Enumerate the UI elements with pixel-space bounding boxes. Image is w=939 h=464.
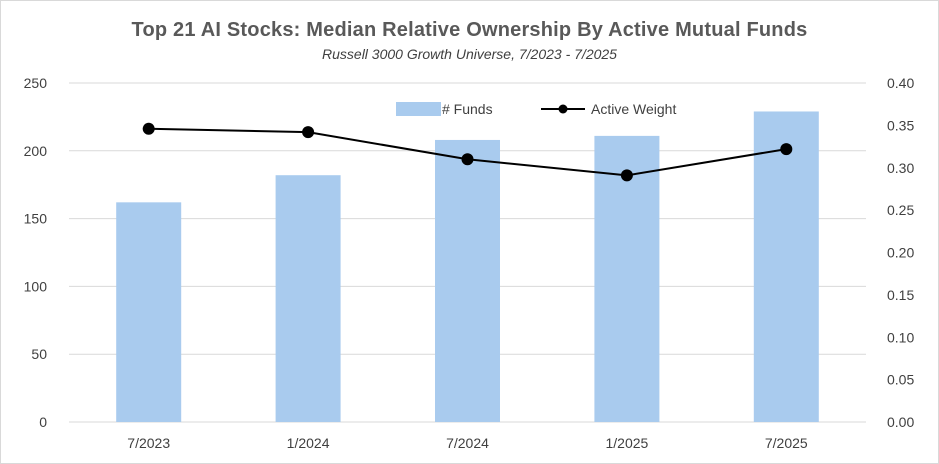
line-point xyxy=(302,126,315,139)
y-right-tick-label: 0.10 xyxy=(887,329,914,345)
y-right-tick-label: 0.35 xyxy=(887,117,914,133)
y-left-tick-label: 0 xyxy=(39,414,47,430)
y-right-tick-label: 0.40 xyxy=(887,75,914,91)
bar xyxy=(753,111,819,422)
x-tick-label: 1/2025 xyxy=(605,435,648,451)
y-right-tick-label: 0.05 xyxy=(887,372,914,388)
bar xyxy=(594,135,660,422)
line-point xyxy=(620,169,633,182)
line-point xyxy=(780,143,793,156)
x-tick-label: 7/2024 xyxy=(446,435,489,451)
x-tick-label: 7/2025 xyxy=(765,435,808,451)
y-right-tick-label: 0.00 xyxy=(887,414,914,430)
y-right-tick-label: 0.20 xyxy=(887,245,914,261)
y-right-tick-label: 0.30 xyxy=(887,160,914,176)
chart-title: Top 21 AI Stocks: Median Relative Owners… xyxy=(131,19,808,41)
legend-funds-swatch xyxy=(396,102,441,116)
chart-subtitle: Russell 3000 Growth Universe, 7/2023 - 7… xyxy=(322,46,617,62)
y-left-tick-label: 250 xyxy=(24,75,48,91)
legend-funds-label: # Funds xyxy=(442,101,493,117)
y-left-tick-label: 100 xyxy=(24,278,48,294)
y-left-tick-label: 200 xyxy=(24,143,48,159)
y-right-tick-label: 0.15 xyxy=(887,287,914,303)
legend-weight-marker xyxy=(558,104,568,114)
x-tick-label: 7/2023 xyxy=(127,435,170,451)
bar xyxy=(116,202,182,422)
x-tick-label: 1/2024 xyxy=(287,435,330,451)
y-left-tick-label: 150 xyxy=(24,211,48,227)
bar xyxy=(275,175,341,422)
y-left-tick-label: 50 xyxy=(31,346,47,362)
legend-weight-label: Active Weight xyxy=(591,101,676,117)
line-point xyxy=(142,122,155,135)
bar xyxy=(435,139,500,422)
y-right-tick-label: 0.25 xyxy=(887,202,914,218)
line-point xyxy=(461,153,474,166)
